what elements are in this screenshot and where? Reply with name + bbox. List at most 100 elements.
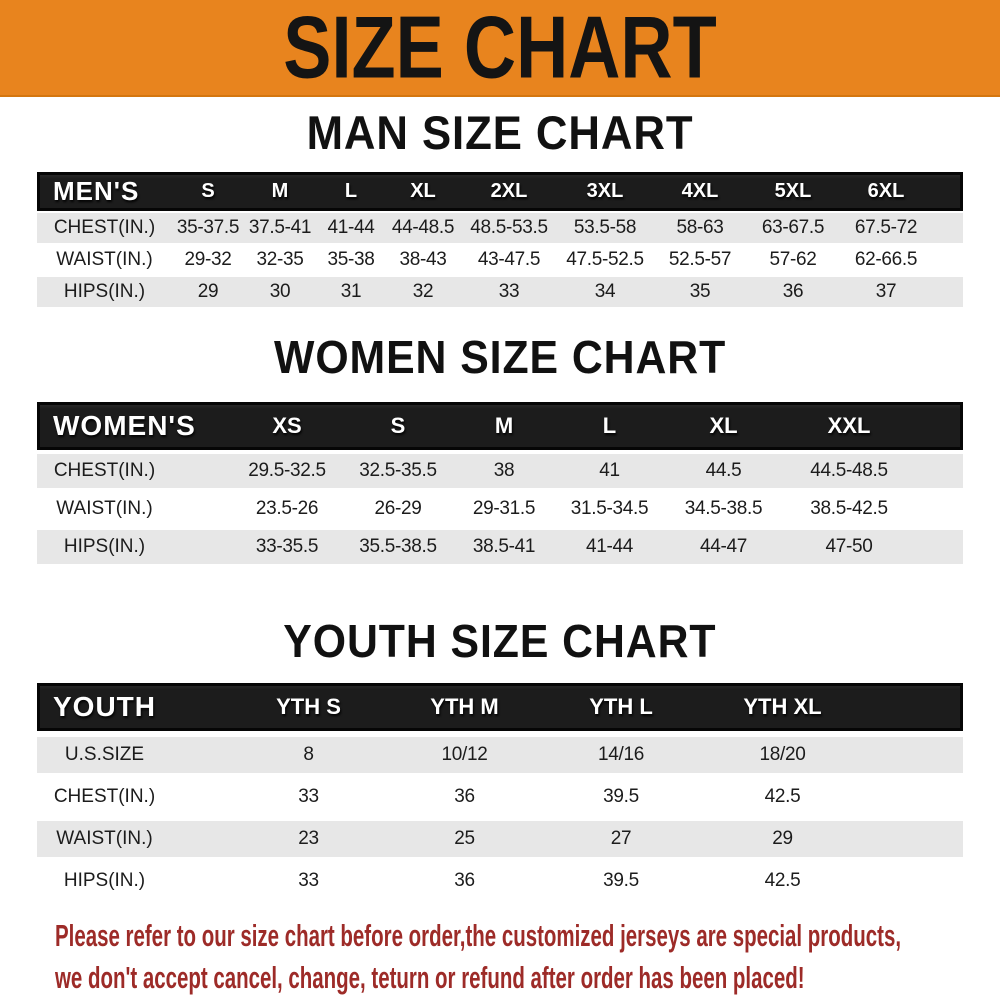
row-label: CHEST(IN.) (53, 786, 156, 807)
women-size-table: WOMEN'S XS S M L XL XXL CHEST(IN.) 29.5-32.5 32.5… (37, 402, 963, 564)
footer-note-line-2: we don't accept cancel, change, teturn o… (55, 957, 1000, 999)
table-header-row: MEN'S S M L XL 2XL 3XL 4XL 5XL 6XL (37, 172, 963, 211)
footer-note: Please refer to our size chart before or… (55, 915, 1000, 999)
size-value: 52.5-57 (668, 249, 732, 270)
size-value: 31.5-34.5 (570, 498, 649, 519)
size-value: 34 (594, 281, 616, 302)
table-row: CHEST(IN.) 29.5-32.5 32.5-35.5 38 41 44.5 44.5… (37, 454, 963, 488)
size-value: 44-48.5 (391, 217, 455, 238)
size-value: 37.5-41 (248, 217, 312, 238)
youth-size-chart-heading: YOUTH SIZE CHART (0, 617, 1000, 665)
column-header: 2XL (490, 180, 528, 202)
column-header: XL (410, 180, 436, 202)
row-label: HIPS(IN.) (63, 281, 146, 302)
table-row: WAIST(IN.) 29-32 32-35 35-38 38-43 43-47.5 47.… (37, 245, 963, 275)
size-value: 43-47.5 (477, 249, 541, 270)
size-value: 33 (298, 870, 319, 891)
youth-size-chart-heading-text: YOUTH SIZE CHART (283, 615, 717, 667)
row-label: CHEST(IN.) (53, 217, 156, 238)
size-value: 67.5-72 (854, 217, 918, 238)
table-row: U.S.SIZE 8 10/12 14/16 18/20 (37, 737, 963, 773)
size-chart-banner: SIZE CHART (0, 0, 1000, 97)
size-value: 18/20 (759, 744, 806, 765)
women-size-chart-heading: WOMEN SIZE CHART (0, 333, 1000, 381)
size-value: 29 (772, 828, 793, 849)
column-header: 3XL (586, 180, 624, 202)
footer-note-line-2-text: we don't accept cancel, change, teturn o… (55, 960, 805, 995)
table-header-row: YOUTH YTH S YTH M YTH L YTH XL (37, 683, 963, 731)
size-value: 36 (454, 786, 475, 807)
footer-note-line-1-text: Please refer to our size chart before or… (55, 918, 902, 953)
size-value: 31 (340, 281, 362, 302)
size-value: 53.5-58 (573, 217, 637, 238)
size-value: 38-43 (399, 249, 447, 270)
size-value: 8 (303, 744, 314, 765)
column-header: YTH L (589, 694, 653, 719)
column-header: XXL (827, 413, 871, 438)
size-value: 47-50 (825, 536, 873, 557)
column-header: 5XL (774, 180, 812, 202)
table-row: WAIST(IN.) 23.5-26 26-29 29-31.5 31.5-34.5 34… (37, 492, 963, 526)
size-value: 29-32 (184, 249, 232, 270)
size-value: 62-66.5 (854, 249, 918, 270)
size-value: 23 (298, 828, 319, 849)
man-size-chart-heading: MAN SIZE CHART (0, 109, 1000, 157)
table-corner-label: MEN'S (53, 176, 140, 206)
column-header: S (390, 413, 406, 438)
size-value: 30 (269, 281, 291, 302)
size-value: 25 (454, 828, 475, 849)
size-value: 14/16 (597, 744, 645, 765)
size-value: 10/12 (441, 744, 488, 765)
size-value: 38 (493, 460, 515, 481)
size-value: 26-29 (374, 498, 422, 519)
row-label: WAIST(IN.) (56, 828, 153, 849)
table-row: HIPS(IN.) 33 36 39.5 42.5 (37, 863, 963, 899)
table-corner-label: WOMEN'S (53, 410, 196, 441)
row-label: WAIST(IN.) (56, 498, 153, 519)
size-value: 63-67.5 (761, 217, 825, 238)
size-value: 35-37.5 (176, 217, 240, 238)
row-label: WAIST(IN.) (56, 249, 153, 270)
table-row: WAIST(IN.) 23 25 27 29 (37, 821, 963, 857)
column-header: 4XL (681, 180, 719, 202)
man-size-table: MEN'S S M L XL 2XL 3XL 4XL 5XL 6XL CHEST(IN.) 35-37… (37, 172, 963, 307)
size-value: 35 (689, 281, 711, 302)
size-value: 44.5 (705, 460, 742, 481)
column-header: 6XL (867, 180, 905, 202)
size-value: 41-44 (585, 536, 634, 557)
size-value: 41-44 (327, 217, 375, 238)
size-value: 39.5 (603, 786, 639, 807)
column-header: XS (272, 413, 302, 438)
size-value: 32.5-35.5 (359, 460, 437, 481)
column-header: YTH M (430, 694, 499, 719)
size-value: 34.5-38.5 (684, 498, 763, 519)
size-value: 32 (412, 281, 434, 302)
column-header: L (344, 180, 358, 202)
size-value: 47.5-52.5 (566, 249, 644, 270)
table-row: CHEST(IN.) 33 36 39.5 42.5 (37, 779, 963, 815)
size-value: 38.5-41 (472, 536, 536, 557)
size-value: 48.5-53.5 (470, 217, 548, 238)
size-value: 29-31.5 (472, 498, 536, 519)
size-value: 29 (197, 281, 219, 302)
size-value: 42.5 (764, 786, 801, 807)
table-corner-label: YOUTH (53, 691, 156, 722)
size-value: 35-38 (327, 249, 375, 270)
size-value: 29.5-32.5 (248, 460, 326, 481)
size-value: 57-62 (769, 249, 817, 270)
size-value: 42.5 (764, 870, 801, 891)
banner-title: SIZE CHART (283, 0, 717, 97)
size-value: 44.5-48.5 (810, 460, 888, 481)
size-value: 33-35.5 (255, 536, 319, 557)
column-header: S (201, 180, 215, 202)
column-header: M (271, 180, 289, 202)
size-value: 41 (599, 460, 620, 481)
size-value: 27 (610, 828, 632, 849)
size-value: 37 (875, 281, 897, 302)
row-label: HIPS(IN.) (63, 870, 146, 891)
women-size-chart-heading-text: WOMEN SIZE CHART (273, 331, 727, 383)
footer-note-line-1: Please refer to our size chart before or… (55, 915, 1000, 957)
table-row: HIPS(IN.) 29 30 31 32 33 34 35 36 37 (37, 277, 963, 307)
row-label: CHEST(IN.) (53, 460, 156, 481)
